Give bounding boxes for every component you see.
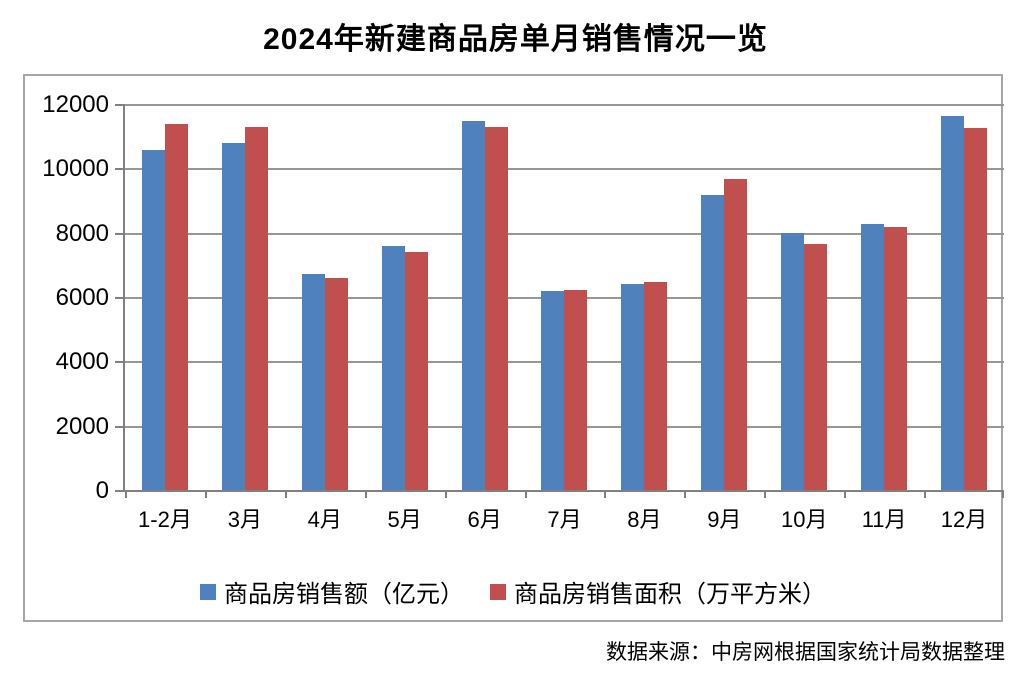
x-axis-label: 10月 — [780, 507, 828, 532]
y-axis-tick-8000 — [115, 232, 123, 235]
x-axis-label: 4月 — [307, 507, 342, 532]
legend-item-sales-amount: 商品房销售额（亿元） — [200, 574, 464, 609]
y-axis-tick-0 — [115, 490, 123, 492]
bar-sales-amount-4月 — [302, 274, 325, 490]
y-axis-line — [123, 104, 125, 492]
x-axis-label: 11月 — [861, 507, 907, 532]
x-axis-label: 12月 — [940, 507, 988, 532]
x-axis-line — [123, 490, 1004, 492]
y-axis-label: 10000 — [42, 155, 109, 183]
x-axis-tick-3 — [365, 490, 367, 498]
y-axis-tick-6000 — [115, 297, 123, 299]
legend-item-sales-area: 商品房销售面积（万平方米） — [490, 574, 826, 609]
x-axis-tick-6 — [604, 490, 606, 498]
bar-sales-area-7月 — [564, 290, 587, 490]
bar-sales-amount-8月 — [621, 284, 644, 490]
bar-sales-area-12月 — [964, 128, 987, 490]
bar-sales-amount-6月 — [462, 121, 485, 490]
bar-sales-area-4月 — [325, 278, 348, 490]
bar-sales-amount-10月 — [781, 233, 804, 490]
bar-sales-amount-1-2月 — [142, 150, 165, 490]
bar-sales-amount-5月 — [382, 246, 405, 490]
bar-sales-amount-11月 — [861, 224, 884, 490]
bar-sales-area-10月 — [804, 244, 827, 490]
gridline-10000 — [125, 168, 1004, 171]
x-axis-tick-0 — [125, 490, 127, 498]
bar-sales-area-9月 — [724, 179, 747, 490]
y-axis-tick-12000 — [115, 104, 123, 106]
x-axis-tick-1 — [205, 490, 207, 498]
legend-swatch-sales-amount — [200, 583, 216, 600]
bar-sales-area-11月 — [884, 227, 907, 490]
y-axis-label: 4000 — [55, 348, 109, 376]
bar-sales-area-5月 — [405, 252, 428, 490]
bar-sales-area-1-2月 — [165, 124, 188, 490]
x-axis-tick-8 — [764, 490, 766, 498]
y-axis-label: 12000 — [42, 91, 109, 118]
bar-sales-amount-12月 — [941, 116, 964, 490]
legend-swatch-sales-area — [490, 583, 506, 600]
x-axis-label: 7月 — [547, 507, 582, 532]
x-axis-tick-2 — [285, 490, 287, 498]
bar-sales-amount-9月 — [701, 195, 724, 490]
legend-label-sales-area: 商品房销售面积（万平方米） — [514, 582, 826, 608]
y-axis-tick-4000 — [115, 361, 123, 364]
x-axis-label: 6月 — [467, 507, 502, 532]
y-axis-tick-10000 — [115, 168, 123, 171]
x-axis-label: 5月 — [387, 507, 422, 532]
chart-frame: 0 2000 4000 6000 8000 10000 12000 1-2月 3月 4月 5月 6月 7… — [23, 74, 1004, 622]
y-axis-label: 6000 — [55, 284, 109, 311]
bar-sales-area-3月 — [245, 127, 268, 490]
y-axis-tick-2000 — [115, 425, 123, 428]
bar-sales-area-8月 — [644, 282, 667, 490]
x-axis-tick-5 — [525, 490, 527, 498]
x-axis-label: 8月 — [627, 507, 662, 532]
x-axis-tick-7 — [684, 490, 686, 498]
x-axis-label: 1-2月 — [138, 507, 192, 532]
x-axis-tick-10 — [924, 490, 926, 498]
x-axis-tick-9 — [844, 490, 846, 498]
x-axis-label: 3月 — [227, 507, 262, 532]
bar-sales-area-6月 — [485, 127, 508, 490]
gridline-12000 — [125, 104, 1004, 106]
bar-sales-amount-3月 — [222, 143, 245, 490]
plot-area: 0 2000 4000 6000 8000 10000 12000 1-2月 3月 4月 5月 6月 7… — [42, 92, 1004, 532]
x-axis-tick-4 — [445, 490, 447, 498]
y-axis-label: 8000 — [55, 219, 109, 247]
y-axis-label: 2000 — [55, 412, 109, 440]
gridline-8000 — [125, 232, 1004, 235]
source-note: 数据来源：中房网根据国家统计局数据整理 — [606, 640, 1005, 664]
legend: 商品房销售额（亿元） 商品房销售面积（万平方米） — [25, 574, 1001, 609]
chart-title: 2024年新建商品房单月销售情况一览 — [263, 23, 768, 56]
legend-label-sales-amount: 商品房销售额（亿元） — [224, 582, 464, 608]
x-axis-tick-11 — [1002, 490, 1004, 498]
y-axis-label: 0 — [95, 477, 109, 504]
x-axis-label: 9月 — [707, 507, 742, 532]
bar-sales-amount-7月 — [541, 291, 564, 490]
